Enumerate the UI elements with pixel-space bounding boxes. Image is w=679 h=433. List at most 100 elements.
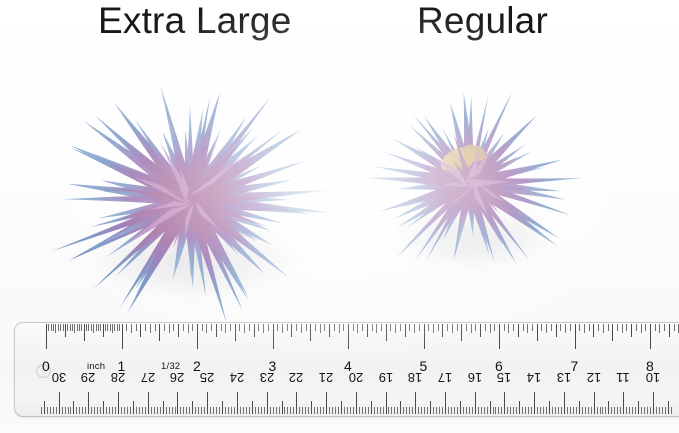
ruler-tick-cm	[204, 406, 206, 414]
ruler-tick-inch	[631, 324, 633, 337]
ruler-tick-cm	[385, 392, 387, 414]
ruler-tick-cm	[332, 406, 334, 414]
ruler-tick-inch	[310, 324, 312, 341]
ruler-tick-cm	[462, 406, 464, 414]
ruler-tick-cm	[281, 401, 283, 414]
ruler-tick-cm	[620, 406, 622, 414]
ruler-tick-cm	[132, 401, 134, 414]
ruler-tick-cm	[311, 401, 313, 414]
ruler-tick-cm	[459, 401, 461, 414]
ruler-tick-cm	[433, 406, 435, 414]
ruler-tick-cm	[528, 406, 530, 414]
ruler-tick-cm	[474, 392, 476, 414]
ruler-tick-cm	[519, 401, 521, 414]
ruler-tick-inch	[522, 324, 524, 331]
ruler-tick-cm	[364, 406, 366, 414]
ruler-tick-inch	[579, 324, 581, 331]
ruler-tick-cm	[266, 392, 268, 414]
ruler-tick-cm	[129, 406, 131, 414]
ruler-tick-inch	[93, 324, 95, 333]
ruler-tick-inch	[390, 324, 392, 331]
ruler-tick-cm	[67, 406, 69, 414]
ruler-tick-inch	[192, 324, 194, 331]
ruler-tick-cm	[644, 406, 646, 414]
ruler-tick-cm	[623, 392, 625, 414]
ruler-tick-inch	[81, 324, 83, 331]
ruler-tick-inch	[574, 324, 576, 349]
ruler-tick-cm	[498, 406, 500, 414]
ruler-tick-cm	[439, 406, 441, 414]
ruler-tick-inch	[635, 324, 637, 331]
ruler-tick-cm	[554, 406, 556, 414]
ruler-tick-cm	[248, 406, 250, 414]
ruler-tick-inch	[159, 324, 161, 341]
ruler-tick-inch	[324, 324, 326, 331]
ruler-cm-label: 19	[378, 370, 393, 385]
ruler-tick-inch	[272, 324, 274, 349]
ruler-tick-inch	[104, 324, 106, 331]
ruler-tick-cm	[355, 392, 357, 414]
ruler-tick-cm	[647, 406, 649, 414]
ruler-tick-inch	[357, 324, 359, 333]
ruler-tick-cm	[254, 406, 256, 414]
ruler-tick-cm	[489, 401, 491, 414]
ruler-tick-cm	[641, 406, 643, 414]
ruler-tick-cm	[284, 406, 286, 414]
ruler-tick-cm	[430, 401, 432, 414]
ruler-cm-label: 20	[348, 370, 364, 385]
ruler-tick-inch	[71, 324, 73, 331]
ruler-cm-label: 10	[645, 370, 661, 385]
ruler-cm-label: 16	[467, 370, 482, 385]
ruler-tick-inch	[126, 324, 128, 331]
ruler-tick-inch	[343, 324, 345, 331]
ruler-tick-inch	[74, 324, 76, 333]
ruler-tick-cm	[302, 406, 304, 414]
ruler-tick-inch	[50, 324, 52, 331]
ruler-tick-inch	[225, 324, 227, 333]
ruler-cm-label: 18	[408, 370, 423, 385]
ruler-tick-inch	[329, 324, 331, 337]
ruler-tick-inch	[409, 324, 411, 331]
ruler-tick-cm	[563, 392, 565, 414]
ruler-tick-cm	[617, 406, 619, 414]
ruler-tick-cm	[373, 406, 375, 414]
ruler-tick-cm	[352, 406, 354, 414]
ruler-tick-cm	[233, 406, 235, 414]
ruler-tick-cm	[349, 406, 351, 414]
ruler-cm-label: 17	[437, 370, 453, 385]
ruler-tick-cm	[171, 406, 173, 414]
ruler-cm-label: 27	[140, 370, 155, 385]
ruler-cm-label: 23	[259, 370, 274, 385]
ruler-tick-cm	[103, 401, 105, 414]
ruler-tick-inch	[145, 324, 147, 331]
ruler-cm-label: 26	[170, 370, 185, 385]
ruler-cm-label: 11	[616, 370, 631, 385]
ruler-tick-inch	[220, 324, 222, 331]
ruler-tick-inch	[536, 324, 538, 341]
ruler-tick-cm	[314, 406, 316, 414]
ruler-tick-inch	[338, 324, 340, 333]
ruler-tick-cm	[177, 392, 179, 414]
ruler-tick-cm	[343, 406, 345, 414]
ruler-inch-label: 0	[42, 358, 50, 374]
ruler-tick-cm	[210, 406, 212, 414]
ruler-tick-cm	[599, 406, 601, 414]
ruler-tick-inch	[602, 324, 604, 333]
ruler-tick-inch	[263, 324, 265, 333]
ruler-tick-cm	[88, 392, 90, 414]
ruler-tick-cm	[361, 406, 363, 414]
ruler-tick-cm	[534, 392, 536, 414]
ruler-tick-inch	[97, 324, 99, 331]
ruler-tick-cm	[492, 406, 494, 414]
ruler-tick-cm	[287, 406, 289, 414]
ruler-tick-inch	[253, 324, 255, 337]
ruler-tick-inch	[621, 324, 623, 333]
ruler-tick-cm	[471, 406, 473, 414]
ruler-tick-inch	[371, 324, 373, 331]
ruler-tick-inch	[154, 324, 156, 331]
ruler-tick-cm	[614, 406, 616, 414]
ruler-tick-cm	[667, 401, 669, 414]
ruler-tick-cm	[94, 406, 96, 414]
ruler-tick-cm	[397, 406, 399, 414]
ruler-tick-inch	[300, 324, 302, 333]
